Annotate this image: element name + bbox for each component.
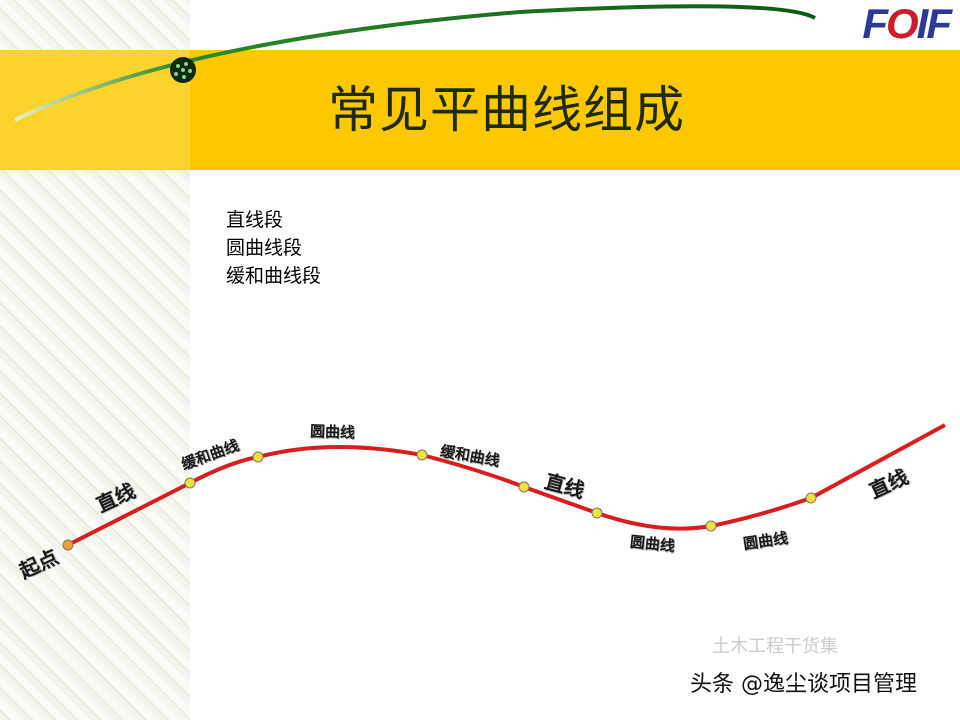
decorative-swoosh: [14, 4, 816, 122]
road-curve: [67, 423, 946, 547]
bullet-list: 直线段 圆曲线段 缓和曲线段: [226, 206, 321, 290]
bullet-item: 直线段: [226, 209, 284, 231]
watermark-faint: 土木工程干货集: [712, 636, 838, 657]
point: [416, 449, 428, 461]
point: [805, 492, 817, 504]
point: [705, 520, 717, 532]
point: [252, 451, 264, 463]
label-circular: 圆曲线: [309, 422, 356, 442]
point: [518, 481, 530, 493]
point: [184, 477, 196, 489]
bullet-item: 圆曲线段: [226, 237, 303, 259]
watermark: 头条 @逸尘谈项目管理: [690, 672, 917, 697]
bullet-item: 缓和曲线段: [226, 265, 322, 287]
start-point: [62, 539, 74, 551]
foif-logo: FOIF: [862, 0, 952, 47]
slide-title: 常见平曲线组成: [328, 81, 685, 139]
curve-points: [62, 449, 817, 551]
point: [591, 507, 603, 519]
